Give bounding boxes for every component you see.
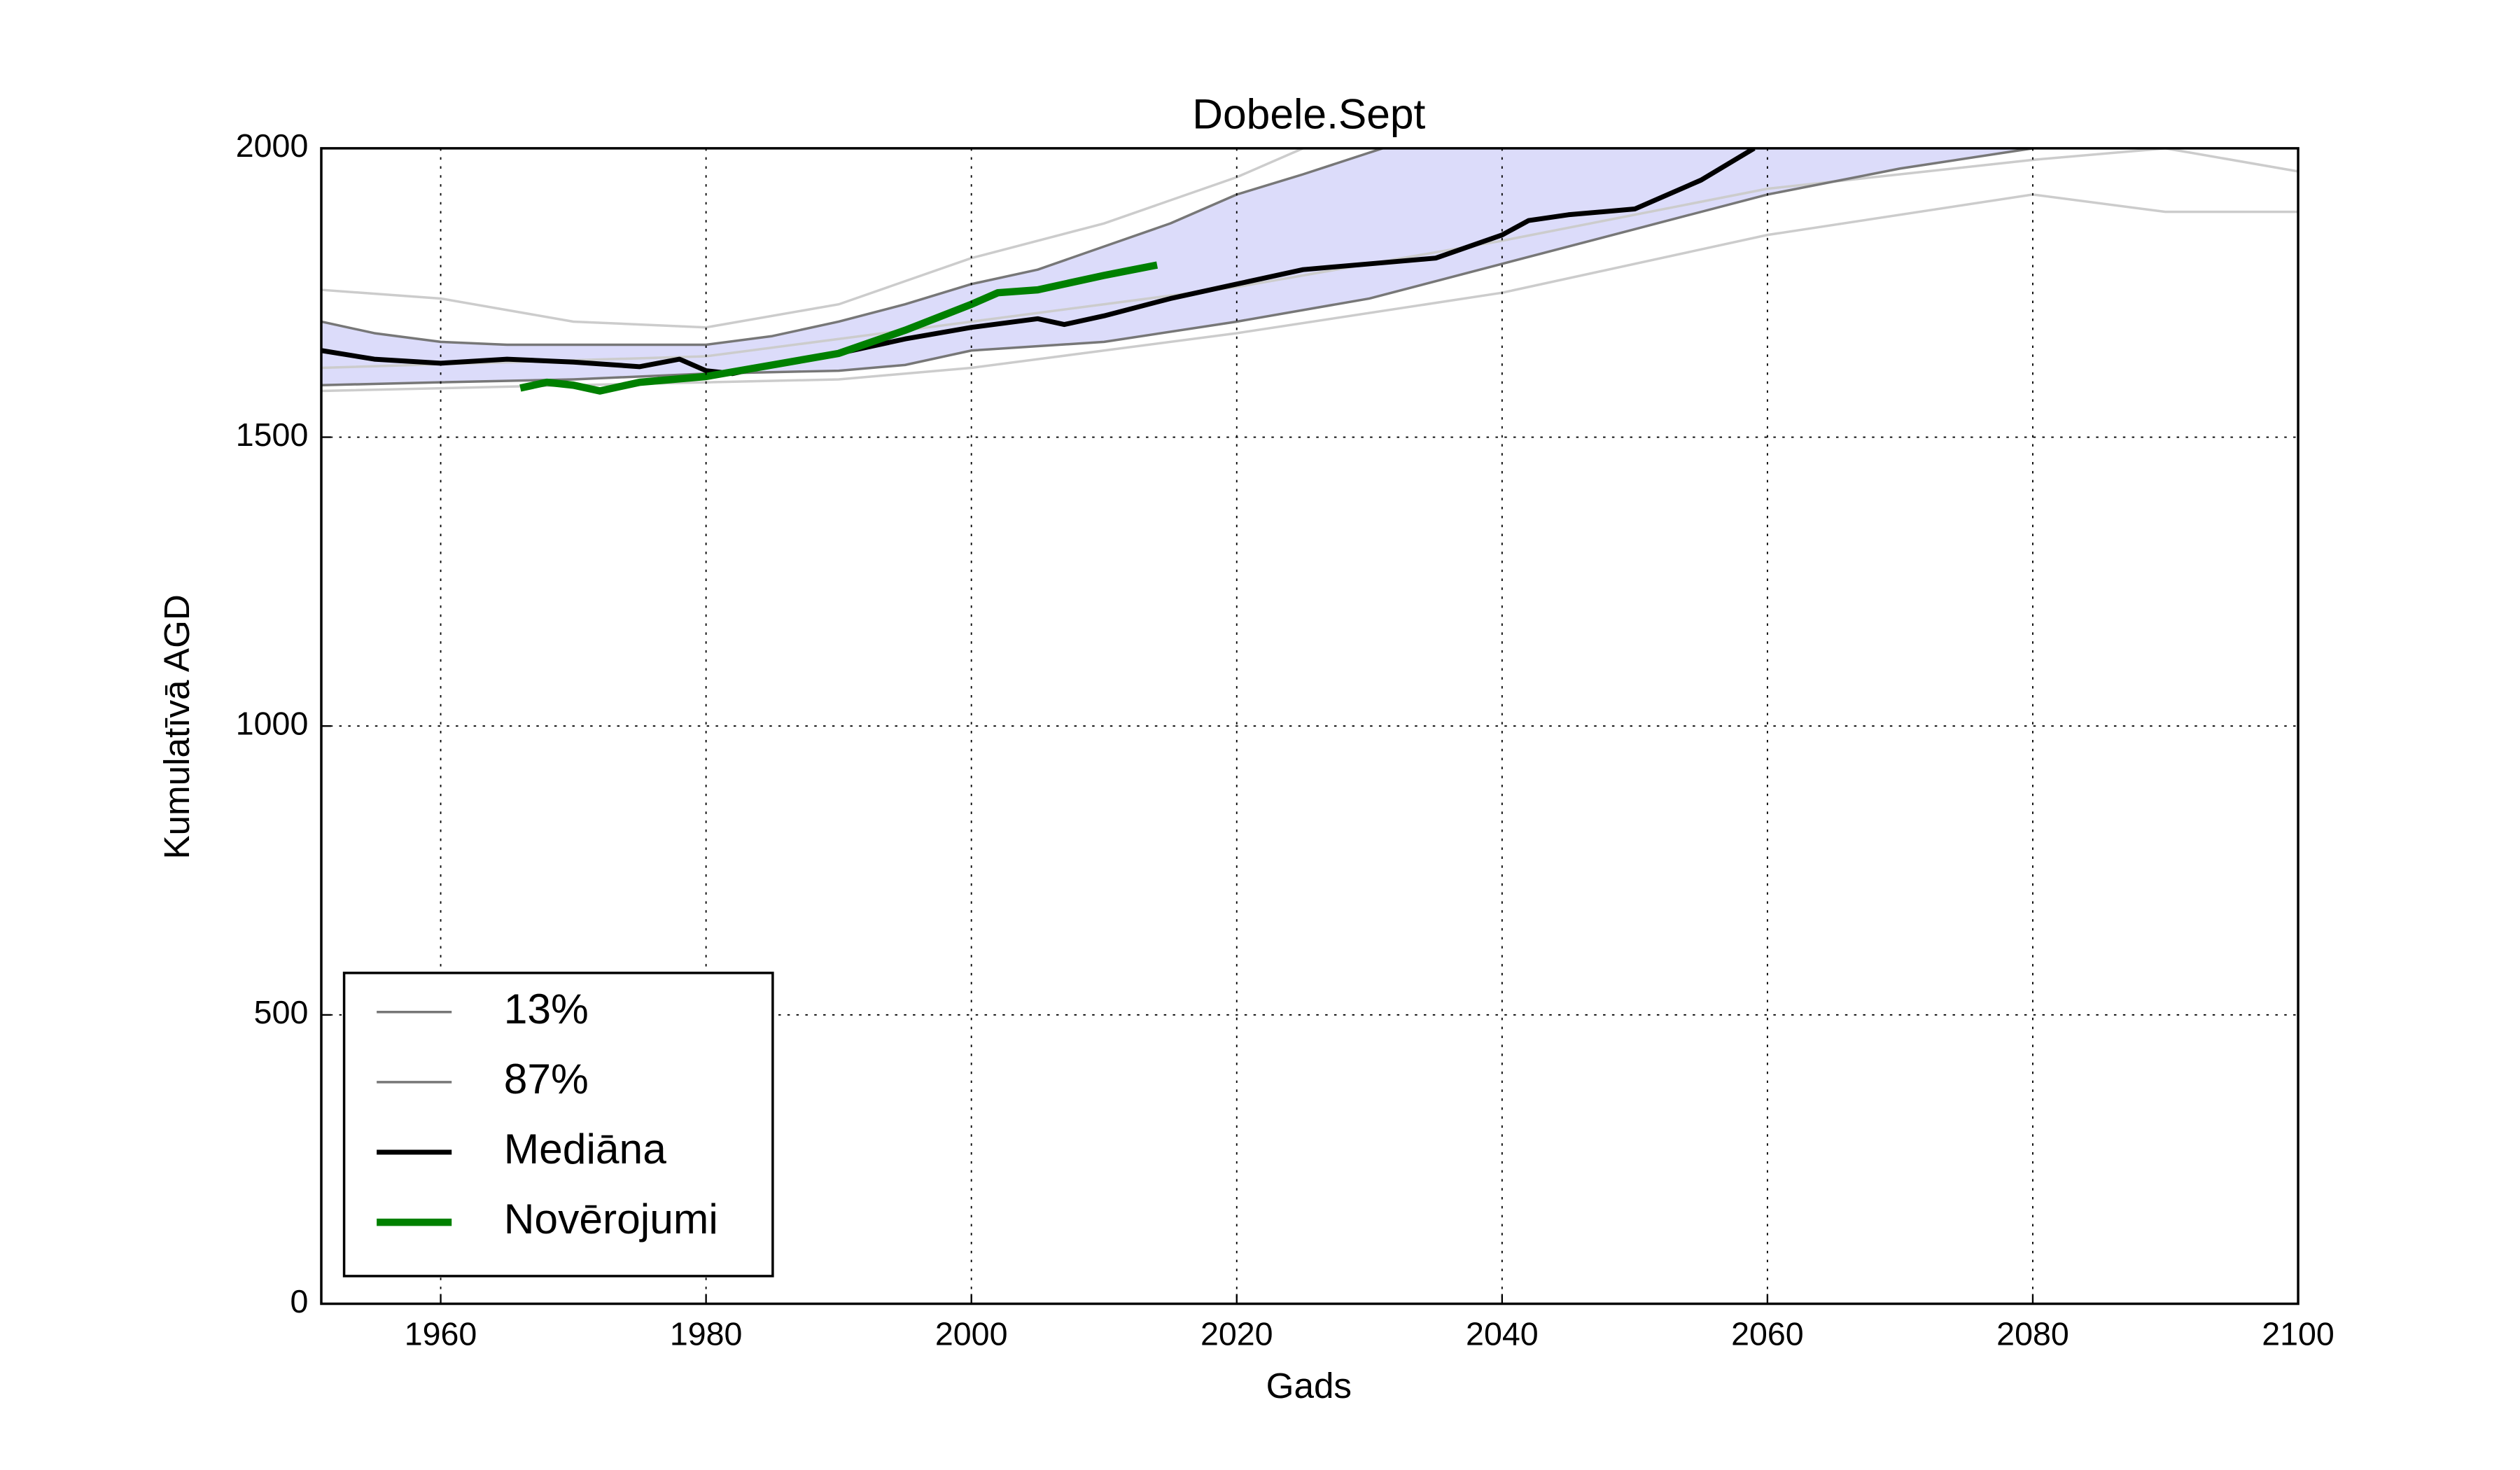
series-line: [321, 148, 1383, 346]
legend-label: Novērojumi: [504, 1195, 718, 1242]
series-line: [321, 148, 1756, 377]
member-line: [321, 148, 2299, 370]
x-tick-label: 1960: [405, 1315, 477, 1352]
x-tick-label: 2000: [935, 1315, 1008, 1352]
series-line: [321, 148, 2033, 387]
y-tick-label: 1000: [236, 705, 309, 741]
x-tick-label: 1980: [670, 1315, 743, 1352]
y-tick-label: 500: [254, 994, 309, 1030]
percentile-band: [321, 148, 2033, 386]
x-tick-label: 2100: [2262, 1315, 2334, 1352]
x-tick-label: 2040: [1466, 1315, 1539, 1352]
legend-label: 87%: [504, 1055, 589, 1102]
series-line: [519, 261, 1158, 395]
x-tick-label: 2020: [1200, 1315, 1273, 1352]
legend-label: Mediāna: [504, 1125, 666, 1172]
x-axis-label: Gads: [1266, 1366, 1352, 1406]
x-tick-label: 2060: [1731, 1315, 1804, 1352]
legend-label: 13%: [504, 985, 589, 1032]
plot-area: [321, 148, 2299, 395]
x-tick-label: 2080: [1996, 1315, 2069, 1352]
y-axis-label: Kumulatīvā AGD: [157, 594, 197, 860]
y-tick-label: 0: [290, 1283, 308, 1320]
member-line: [321, 148, 1304, 329]
y-tick-label: 1500: [236, 416, 309, 453]
y-tick-label: 2000: [236, 127, 309, 164]
chart-title: Dobele.Sept: [1192, 90, 1425, 138]
